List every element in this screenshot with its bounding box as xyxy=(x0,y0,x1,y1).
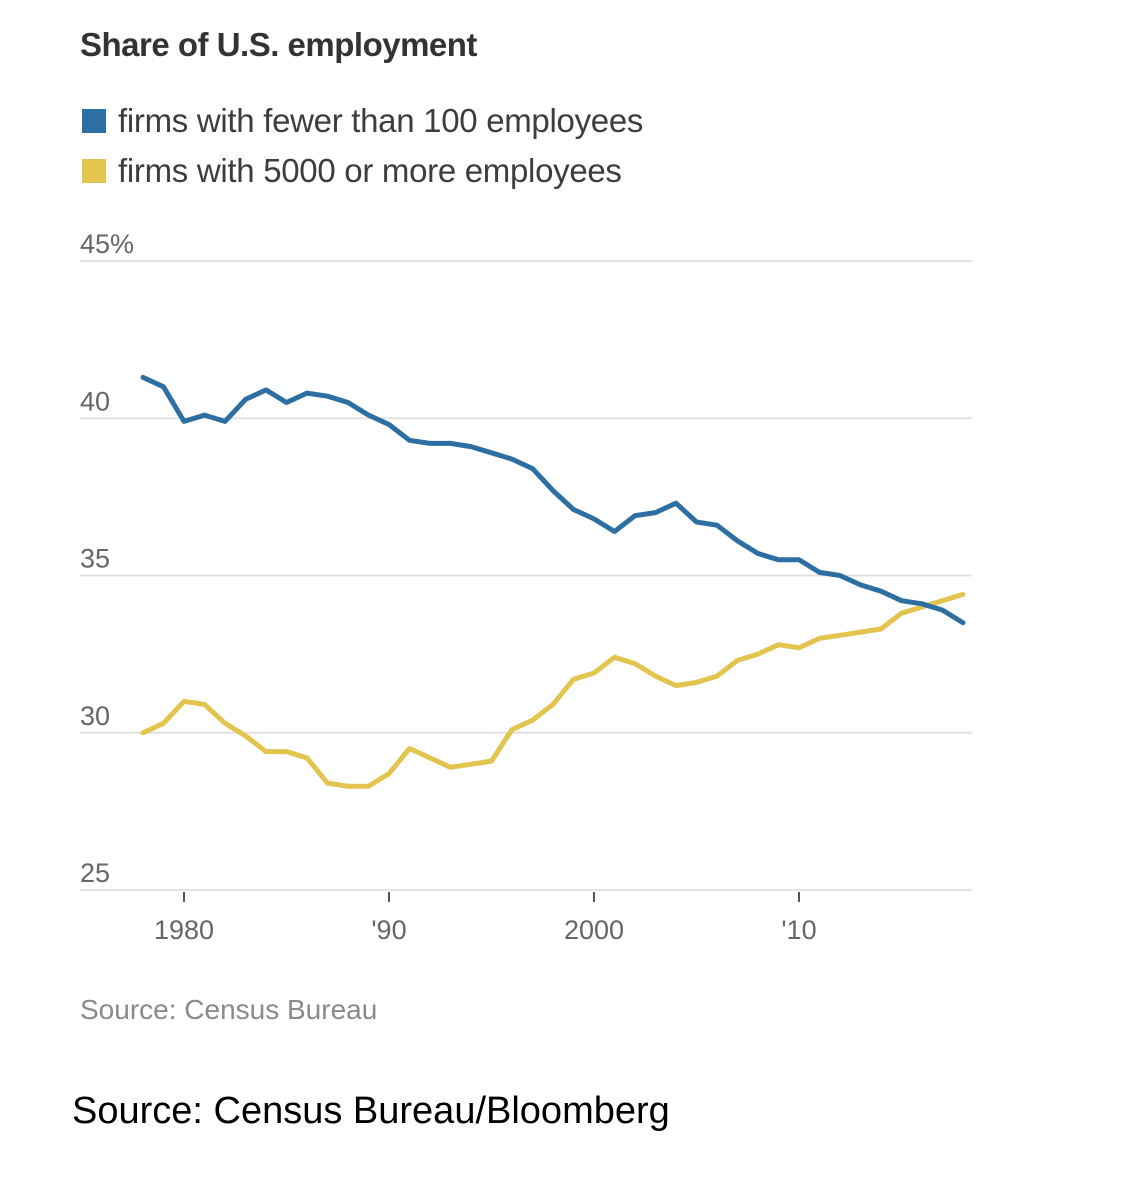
legend: firms with fewer than 100 employees firm… xyxy=(82,96,643,196)
chart-title: Share of U.S. employment xyxy=(80,26,477,63)
y-tick-label: 25 xyxy=(80,858,110,888)
legend-swatch-large-firms xyxy=(82,159,106,183)
series-line-large-firms xyxy=(140,591,966,789)
y-tick-label: 45% xyxy=(80,229,134,259)
y-tick-label: 40 xyxy=(80,386,110,416)
legend-item-small-firms: firms with fewer than 100 employees xyxy=(82,96,643,146)
line-chart: 45% 40 35 30 25 1980 '90 2000 '10 xyxy=(80,229,972,945)
x-tick-label: 1980 xyxy=(154,915,214,945)
y-tick-label: 35 xyxy=(80,544,110,574)
x-tick-label: '10 xyxy=(781,915,816,945)
y-tick-label: 30 xyxy=(80,701,110,731)
legend-label-small-firms: firms with fewer than 100 employees xyxy=(118,102,644,139)
legend-swatch-small-firms xyxy=(82,109,106,133)
x-axis: 1980 '90 2000 '10 xyxy=(154,892,817,945)
legend-label-large-firms: firms with 5000 or more employees xyxy=(118,152,622,189)
series-lines xyxy=(140,374,966,789)
chart-source: Source: Census Bureau xyxy=(80,994,378,1025)
legend-item-large-firms: firms with 5000 or more employees xyxy=(82,146,643,196)
x-tick-label: 2000 xyxy=(564,915,624,945)
x-tick-label: '90 xyxy=(371,915,406,945)
series-line-small-firms xyxy=(140,374,966,626)
y-axis: 45% 40 35 30 25 xyxy=(80,229,134,888)
caption-source: Source: Census Bureau/Bloomberg xyxy=(72,1090,670,1132)
